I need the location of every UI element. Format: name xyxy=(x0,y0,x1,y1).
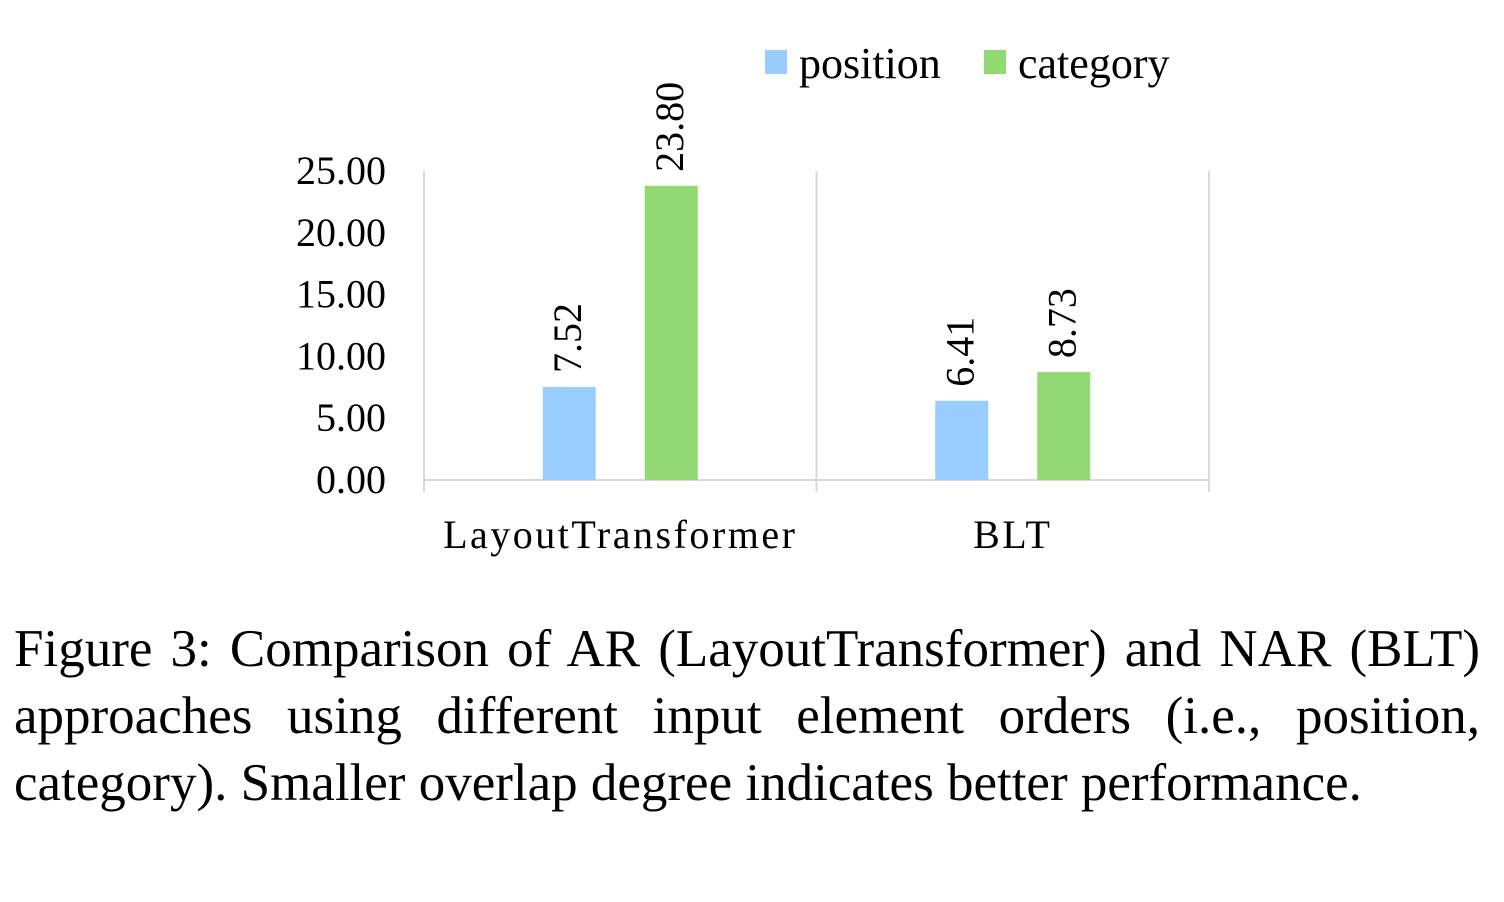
y-tick-label: 0.00 xyxy=(316,457,386,502)
legend-swatch-position xyxy=(765,50,787,74)
bar-value-label: 23.80 xyxy=(647,82,692,172)
y-tick-label: 25.00 xyxy=(296,148,386,193)
x-category-label: BLT xyxy=(973,512,1052,557)
bar-value-label: 6.41 xyxy=(938,317,983,387)
legend-swatch-category xyxy=(984,50,1006,74)
y-tick-label: 20.00 xyxy=(296,210,386,255)
chart-bars: 7.52 23.80 6.41 8.73 xyxy=(542,82,1091,480)
bar-position-layouttransformer xyxy=(542,387,596,480)
x-category-label: LayoutTransformer xyxy=(443,512,797,557)
chart-axes: 0.00 5.00 10.00 15.00 20.00 25.00 LayoutTransf… xyxy=(296,148,1210,557)
chart-legend: position category xyxy=(765,39,1169,88)
bar-category-blt xyxy=(1037,372,1091,480)
bar-position-blt xyxy=(935,400,989,480)
bar-value-label: 7.52 xyxy=(545,303,590,373)
y-tick-label: 10.00 xyxy=(296,333,386,378)
y-tick-label: 5.00 xyxy=(316,395,386,440)
bar-value-label: 8.73 xyxy=(1040,288,1085,358)
bar-chart: 0.00 5.00 10.00 15.00 20.00 25.00 LayoutTransf… xyxy=(296,39,1210,557)
figure-caption: Figure 3: Comparison of AR (LayoutTransf… xyxy=(14,620,1480,812)
y-tick-label: 15.00 xyxy=(296,272,386,317)
legend-label-position: position xyxy=(799,39,941,88)
legend-label-category: category xyxy=(1018,39,1169,88)
bar-category-layouttransformer xyxy=(644,185,698,480)
